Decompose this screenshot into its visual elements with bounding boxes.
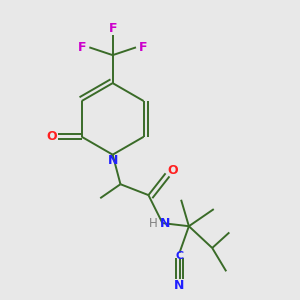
Text: F: F <box>108 22 117 34</box>
Text: N: N <box>160 217 170 230</box>
Text: O: O <box>46 130 57 143</box>
Text: N: N <box>174 279 185 292</box>
Text: N: N <box>107 154 118 167</box>
Text: F: F <box>139 41 147 54</box>
Text: C: C <box>176 251 184 261</box>
Text: H: H <box>149 217 158 230</box>
Text: F: F <box>78 41 87 54</box>
Text: O: O <box>167 164 178 177</box>
